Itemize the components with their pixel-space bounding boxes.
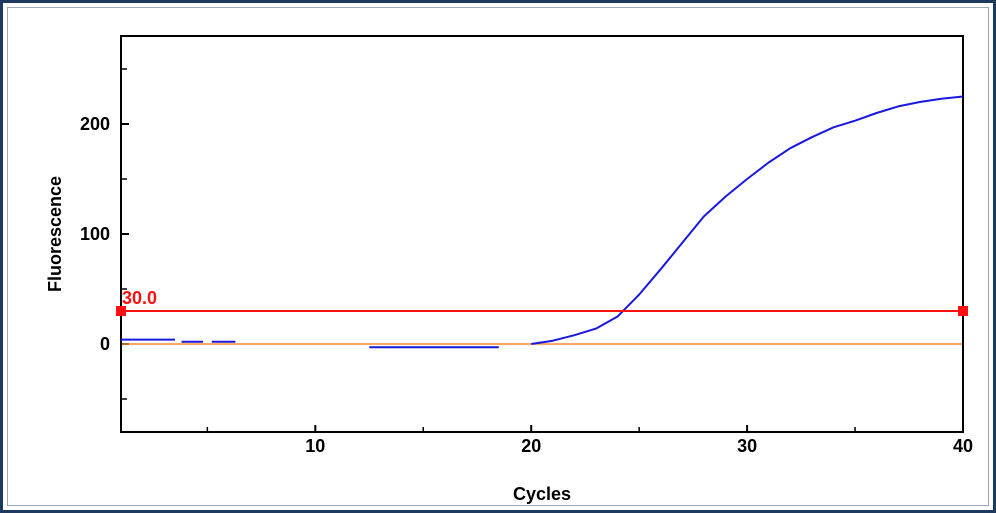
series-0-segment-4 bbox=[531, 95, 964, 345]
threshold-handle-right[interactable] bbox=[958, 306, 968, 316]
threshold-label: 30.0 bbox=[122, 288, 157, 308]
x-tick-label-20: 20 bbox=[521, 436, 541, 456]
ticks-layer: 10 20 30 40 0 100 200 bbox=[80, 68, 973, 456]
y-axis-title: Fluorescence bbox=[45, 176, 65, 292]
x-tick-label-30: 30 bbox=[737, 436, 757, 456]
y-tick-label-100: 100 bbox=[80, 224, 110, 244]
y-tick-label-0: 0 bbox=[100, 334, 110, 354]
lines-layer: 30.0 bbox=[116, 95, 968, 349]
x-axis-title: Cycles bbox=[513, 484, 571, 504]
x-tick-label-40: 40 bbox=[953, 436, 973, 456]
y-tick-label-200: 200 bbox=[80, 114, 110, 134]
x-tick-label-10: 10 bbox=[305, 436, 325, 456]
threshold-handle-left[interactable] bbox=[116, 306, 126, 316]
plot-area bbox=[120, 35, 964, 433]
